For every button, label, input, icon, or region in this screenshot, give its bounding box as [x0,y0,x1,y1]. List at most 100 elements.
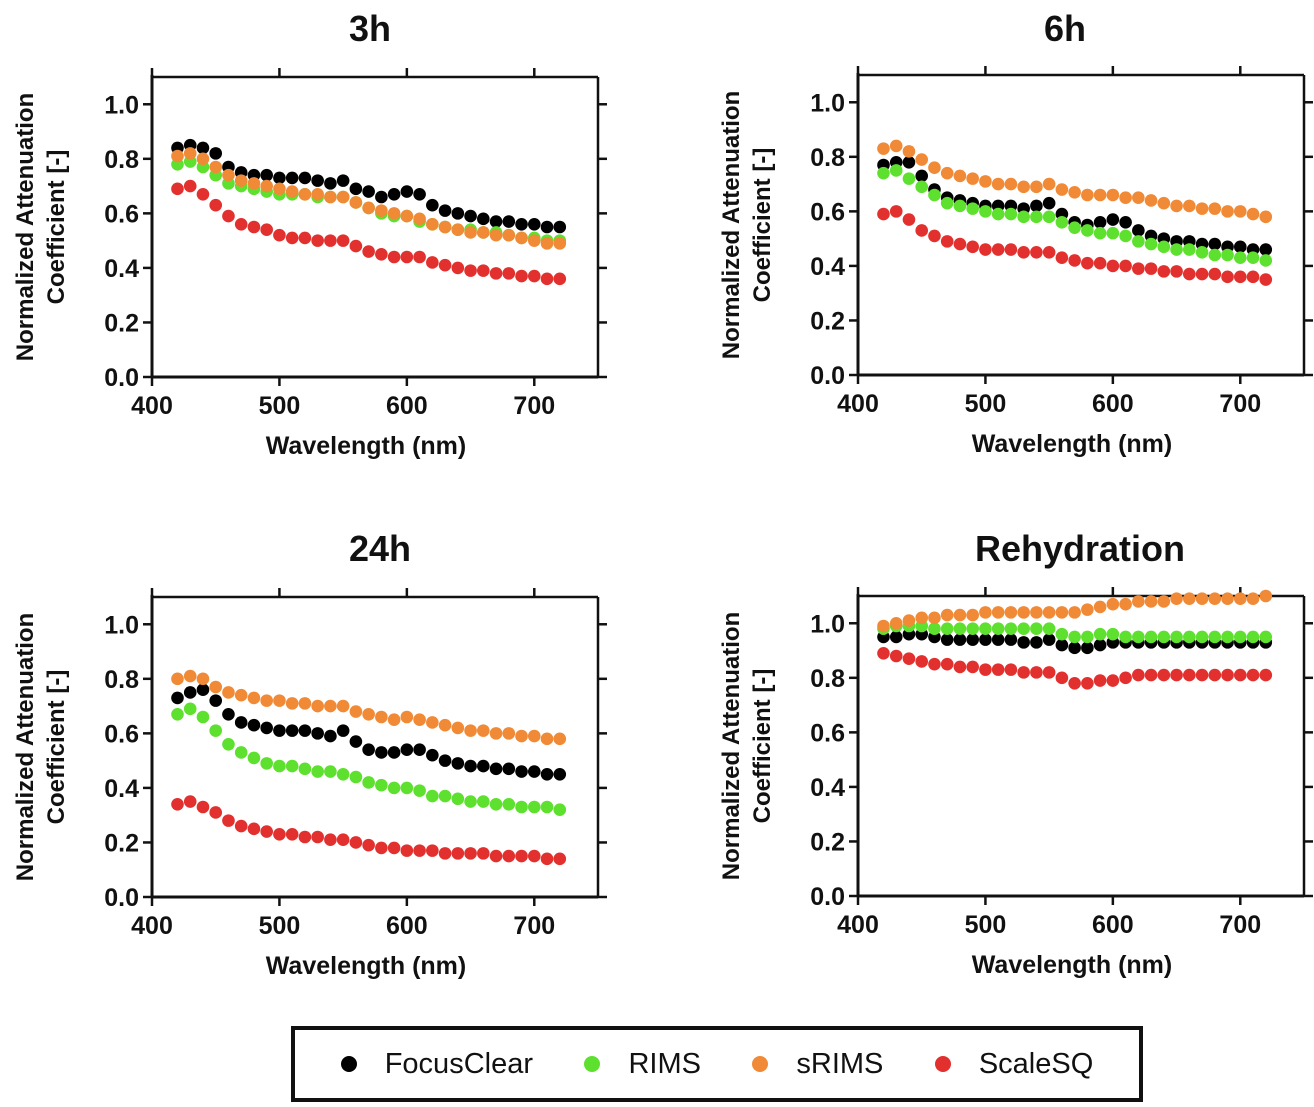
panel-3-point-srims [527,729,541,743]
panel-4-point-srims [1221,592,1234,606]
panel-4-point-srims [1030,606,1043,619]
panel-4-point-rims [940,622,954,636]
panel-3-point-scalesq [247,822,261,836]
panel-1-point-srims [451,223,465,237]
legend-marker-focusclear [340,1056,357,1072]
panel-3-point-srims [222,686,235,699]
panel-1-point-focusclear [349,182,363,196]
panel-3-point-scalesq [375,841,388,855]
panel-2-point-srims [1170,199,1183,213]
panel-3-point-scalesq [311,830,324,844]
panel-3-point-scalesq [426,844,439,857]
panel-3-point-scalesq [477,847,490,860]
panel-4-point-scalesq [1246,668,1260,682]
panel-2-point-focusclear [1208,237,1222,251]
panel-4-point-srims [1093,600,1107,614]
panel-3-point-srims [451,721,465,735]
legend-item-scalesq: ScaleSQ [934,1048,1093,1081]
panel-4-point-scalesq [1017,666,1030,679]
panel-3-point-focusclear [260,721,273,735]
panel-4-point-scalesq [991,663,1005,676]
panel-2-point-rims [1233,251,1247,265]
panel-4-point-srims [1004,606,1018,619]
panel-3-point-rims [438,789,452,803]
panel-3-point-rims [247,751,261,765]
panel-2-point-rims [902,172,916,185]
panel-4-point-focusclear [1017,636,1030,649]
panel-4-point-srims [928,611,941,625]
panel-1-point-focusclear [362,185,375,198]
panel-4-point-srims [1119,597,1132,611]
panel-1-point-scalesq [311,234,324,247]
panel-1-point-focusclear [375,190,388,204]
panel-1-point-scalesq [324,234,337,247]
panel-4-point-rims [1208,630,1222,644]
panel-4-point-scalesq [1093,674,1107,687]
panel-2-point-srims [1259,210,1273,224]
panel-4-ytick-label: 0.2 [810,828,845,856]
panel-3-point-rims [375,778,388,792]
panel-2-point-scalesq [1221,270,1234,284]
panel-1-ytick-label: 0.0 [104,364,139,392]
panel-3-point-rims [324,765,337,778]
panel-2-point-srims [915,153,929,166]
panel-2-point-scalesq [877,207,890,221]
panel-1-point-focusclear [553,220,567,234]
panel-2-point-scalesq [1042,245,1056,259]
panel-3-point-srims [260,694,273,707]
panel-2-point-scalesq [1170,265,1183,278]
panel-1-point-scalesq [285,231,299,245]
panel-3-point-rims [222,737,235,751]
panel-3-y-axis-label-line1: Normalized Attenuation [12,613,39,881]
panel-4-ytick-label: 0.8 [810,665,845,693]
panel-3-point-rims [515,800,528,814]
panel-4-point-focusclear [966,633,979,646]
panel-4-point-srims [1233,592,1247,606]
panel-1-point-focusclear [540,220,554,234]
panel-1-point-focusclear [464,209,477,223]
panel-4-point-srims [979,606,992,619]
panel-2-point-focusclear [1030,199,1043,213]
panel-2-point-focusclear [1119,215,1132,229]
panel-2-xtick-label: 500 [965,390,1007,418]
panel-1-point-scalesq [298,231,312,245]
panel-1-y-axis-label-line2: Coefficient [-] [43,150,70,305]
panel-4-point-scalesq [1170,668,1183,682]
panel-2-point-srims [953,169,967,183]
panel-3-point-focusclear [527,765,541,778]
panel-4-point-focusclear [1081,641,1094,655]
panel-2-point-rims [928,188,941,202]
panel-2-point-scalesq [1004,243,1018,256]
panel-3-point-scalesq [273,827,286,841]
panel-4-point-srims [1081,603,1094,616]
panel-3-point-focusclear [477,759,490,773]
panel-4-point-scalesq [953,660,967,674]
panel-2-point-srims [1081,188,1094,202]
panel-4-point-focusclear [1068,641,1081,655]
panel-1-point-srims [183,147,197,160]
panel-3-ytick-label: 0.6 [104,720,139,748]
panel-2-ytick-label: 1.0 [810,89,845,117]
panel-2-point-rims [953,199,967,213]
panel-3-point-scalesq [464,847,477,860]
panel-1-point-focusclear [324,177,337,190]
panel-4-point-srims [1132,595,1145,608]
panel-2-point-srims [1017,180,1030,194]
panel-4-ytick-label: 0.0 [810,883,845,911]
panel-2-point-focusclear [1106,213,1120,226]
panel-2-point-rims [966,202,979,215]
panel-1-point-srims [362,201,375,215]
panel-4-point-scalesq [1068,676,1081,690]
panel-2-point-srims [991,177,1005,191]
panel-4-point-srims [1068,606,1081,619]
panel-4-point-scalesq [1183,668,1196,682]
panel-2-point-srims [1106,188,1120,202]
panel-title-6h: 6h [1043,8,1087,49]
panel-2-point-srims [1055,183,1069,196]
panel-4-point-scalesq [1030,666,1043,679]
panel-3-point-scalesq [489,849,503,863]
panel-4-point-scalesq [1004,663,1018,676]
panel-4-point-focusclear [1004,633,1018,646]
panel-4-point-scalesq [979,663,992,676]
panel-3-point-srims [502,727,516,740]
